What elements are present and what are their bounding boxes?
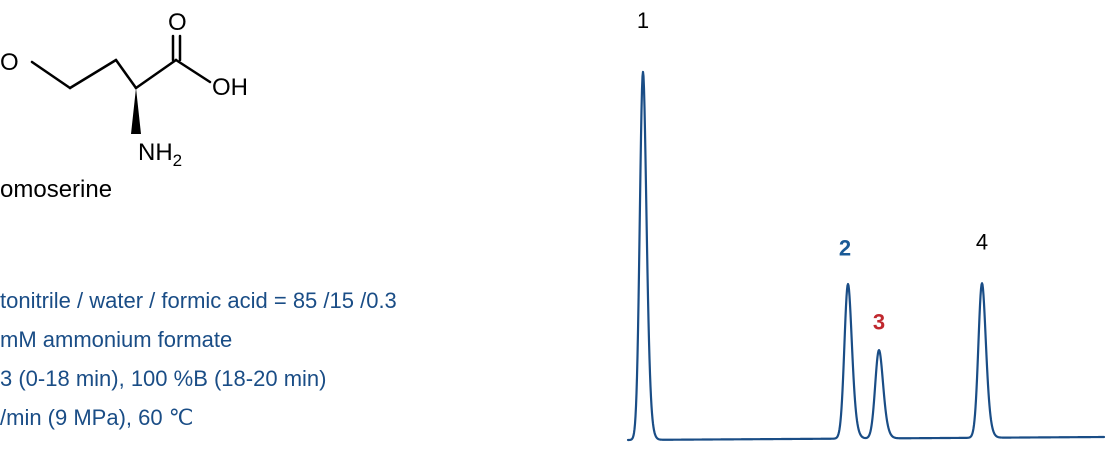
atom-o-left: O	[0, 49, 19, 76]
homoserine-structure	[30, 34, 212, 90]
atom-nh: NH	[138, 139, 173, 166]
peak-label-1: 1	[637, 8, 649, 33]
condition-flow-temp: /min (9 MPa), 60 ℃	[0, 405, 193, 430]
bond-o-c1	[30, 60, 72, 90]
condition-buffer: mM ammonium formate	[0, 327, 232, 352]
atom-oh: OH	[212, 74, 248, 101]
peak-label-2: 2	[839, 235, 851, 260]
atom-nh2: NH2	[138, 139, 182, 170]
atom-o-carbonyl: O	[168, 9, 187, 36]
wedge-bond-amine	[131, 88, 141, 134]
bond-c2-calpha	[114, 58, 138, 90]
bond-c1-c2	[68, 58, 118, 90]
peak-label-4: 4	[976, 229, 988, 254]
atom-nh-subscript: 2	[173, 151, 182, 170]
compound-label: omoserine	[0, 176, 112, 203]
condition-mobile-phase: tonitrile / water / formic acid = 85 /15…	[0, 288, 397, 313]
condition-gradient: 3 (0-18 min), 100 %B (18-20 min)	[0, 366, 326, 391]
bond-ccarboxyl-oh	[174, 58, 212, 84]
bond-calpha-ccarboxyl	[134, 58, 178, 90]
chromatogram-trace	[626, 70, 1106, 442]
peak-label-3: 3	[873, 310, 885, 335]
peak-labels: 1 2 3 4	[637, 8, 988, 335]
